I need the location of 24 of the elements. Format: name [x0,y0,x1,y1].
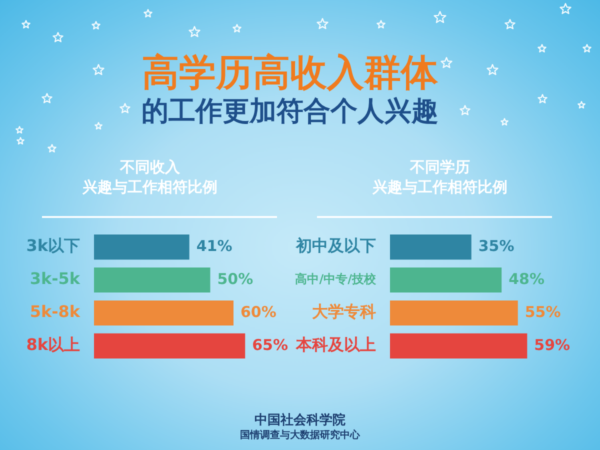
y-tick-label: 8k以上 [26,335,80,354]
y-tick-label: 高中/中专/技校 [295,272,377,286]
y-tick-label: 3k以下 [26,236,80,256]
chart-subtitle: 兴趣与工作相符比例 [82,177,218,197]
text: 的工作更加符合个人兴趣 [140,95,440,129]
data-label: 60% [240,302,276,321]
data-label: 35% [478,236,514,255]
y-tick-label: 大学专科 [312,302,376,322]
text: 高学历高收入群体 [141,51,439,95]
chart-title: 不同收入 [118,157,181,177]
data-label: 48% [508,270,545,288]
data-label: 59% [534,336,570,354]
data-label: 50% [217,270,254,288]
text: 国情调查与大数据研究中心 [239,429,361,442]
data-label: 41% [196,236,232,255]
y-tick-label: 初中及以下 [295,236,376,256]
chart-subtitle: 兴趣与工作相符比例 [372,177,508,197]
y-tick-label: 本科及以上 [295,335,376,354]
chart-title: 不同学历 [408,157,471,177]
y-tick-label: 3k-5k [30,269,80,288]
text: 中国社会科学院 [254,413,346,429]
data-label: 65% [252,336,288,354]
y-tick-label: 5k-8k [30,302,80,322]
data-label: 55% [524,302,561,321]
